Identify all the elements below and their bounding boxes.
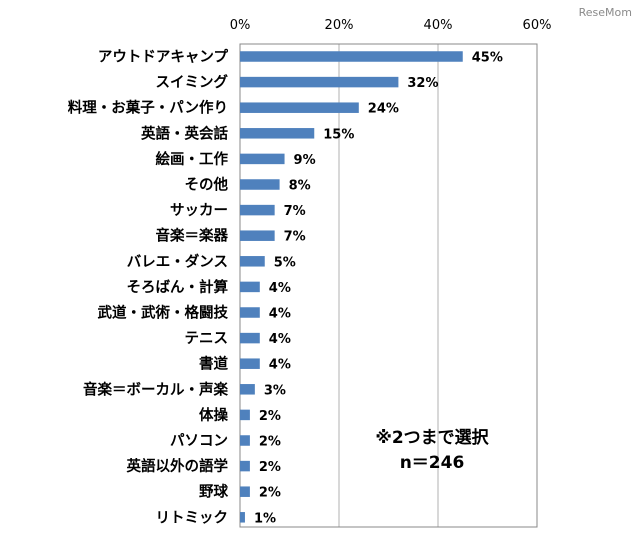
category-label: そろばん・計算 xyxy=(127,278,229,296)
category-label: テニス xyxy=(185,331,229,347)
category-label: 英語・英会話 xyxy=(141,124,228,142)
value-label: 4% xyxy=(269,281,291,296)
bar xyxy=(240,179,280,190)
value-label: 2% xyxy=(259,409,281,424)
category-label: 絵画・工作 xyxy=(156,150,229,168)
category-label: バレエ・ダンス xyxy=(127,252,228,270)
value-label: 8% xyxy=(289,179,311,194)
bar xyxy=(240,281,260,293)
bar xyxy=(240,435,250,446)
category-label: サッカー xyxy=(170,202,228,219)
x-axis-ticks: 0% 20% 40% 60% xyxy=(230,18,552,33)
note-line-2: n＝246 xyxy=(400,453,465,473)
value-label: 3% xyxy=(264,383,286,398)
value-label: 7% xyxy=(284,230,306,245)
bar xyxy=(240,76,399,88)
category-label: 野球 xyxy=(199,483,228,501)
value-label: 1% xyxy=(254,511,276,526)
value-label: 9% xyxy=(294,153,316,168)
x-tick-label: 40% xyxy=(424,18,453,33)
bar xyxy=(240,512,245,523)
value-label: 7% xyxy=(284,204,306,219)
value-labels: 45% 32% 24% 15% 9% 8% 7% 7% 5% 4% 4% 4% 4% 3% 2% 2% 2% 2%… xyxy=(254,51,503,527)
x-tick-label: 60% xyxy=(523,18,552,33)
value-label: 5% xyxy=(274,255,296,270)
category-label: 体操 xyxy=(199,406,228,424)
bar xyxy=(240,358,260,369)
bar xyxy=(240,460,250,472)
value-label: 2% xyxy=(259,486,281,501)
category-label: スイミング xyxy=(156,73,229,91)
value-label: 45% xyxy=(472,51,503,66)
bar xyxy=(240,486,250,497)
category-label: パソコン xyxy=(170,433,228,450)
category-label: 英語以外の語学 xyxy=(127,457,229,475)
bar xyxy=(240,409,250,421)
bar xyxy=(240,204,275,216)
value-label: 4% xyxy=(269,332,291,347)
x-tick-label: 0% xyxy=(230,18,251,33)
bar xyxy=(240,102,359,113)
bar xyxy=(240,230,275,241)
value-label: 24% xyxy=(368,102,399,117)
value-label: 2% xyxy=(259,460,281,475)
category-label: その他 xyxy=(185,176,229,194)
selection-note: ※2つまで選択 n＝246 xyxy=(375,427,489,473)
category-label: 料理・お菓子・パン作り xyxy=(68,99,228,117)
category-label: 音楽＝ボーカル・声楽 xyxy=(83,380,228,398)
category-label: アウトドアキャンプ xyxy=(98,49,229,66)
bar xyxy=(240,51,463,62)
x-tick-label: 20% xyxy=(325,18,354,33)
value-label: 4% xyxy=(269,307,291,322)
category-label: 武道・武術・格闘技 xyxy=(98,304,229,322)
category-label: 音楽＝楽器 xyxy=(156,227,229,245)
bar xyxy=(240,256,265,267)
bar xyxy=(240,332,260,344)
value-label: 15% xyxy=(323,127,354,142)
value-label: 32% xyxy=(407,76,438,91)
bar xyxy=(240,128,315,139)
category-label: リトミック xyxy=(156,509,229,526)
bars xyxy=(240,51,463,523)
value-label: 4% xyxy=(269,358,291,373)
note-line-1: ※2つまで選択 xyxy=(375,427,489,448)
category-labels: アウトドアキャンプスイミング料理・お菓子・パン作り英語・英会話絵画・工作その他サ… xyxy=(68,49,229,527)
category-label: 書道 xyxy=(199,355,228,373)
value-label: 2% xyxy=(259,435,281,450)
resemom-watermark: ReseMom xyxy=(579,6,632,19)
bar xyxy=(240,384,255,395)
bar xyxy=(240,307,260,318)
bar xyxy=(240,153,285,165)
